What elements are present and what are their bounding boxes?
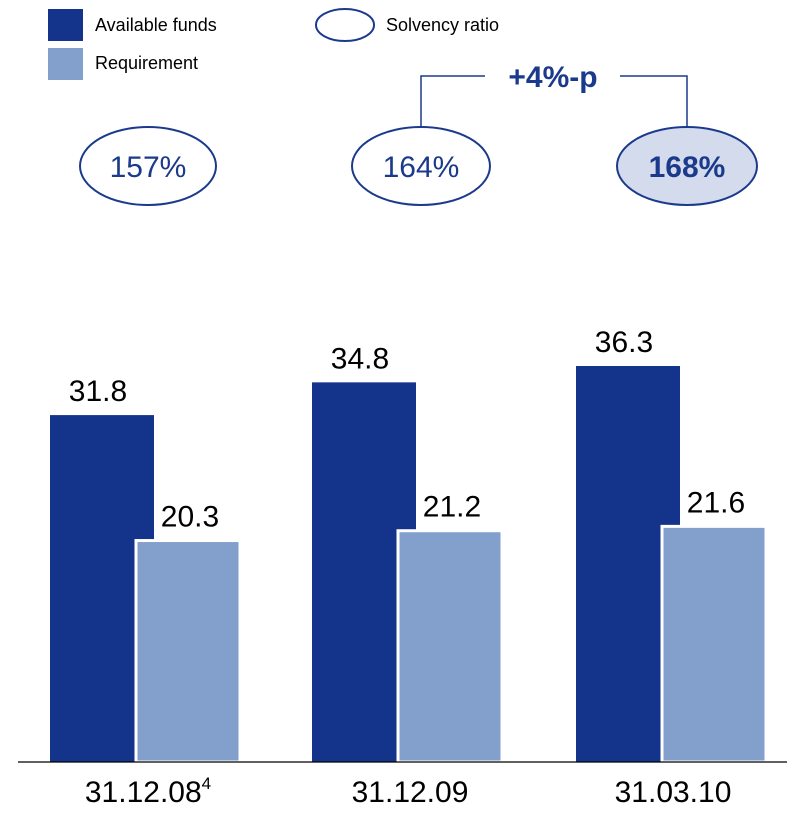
value-label-requirement-0: 20.3 [161,501,219,534]
category-label-2: 31.03.10 [615,776,732,809]
value-label-available-funds-0: 31.8 [69,375,127,408]
legend-label-solvency-ratio: Solvency ratio [386,15,499,35]
solvency-ratio-ellipse-0 [79,126,217,206]
value-label-requirement-1: 21.2 [423,491,481,524]
legend-label-requirement: Requirement [95,53,198,73]
bar-requirement-2 [660,524,768,764]
legend-swatch-available-funds [48,9,83,41]
legend-swatch-requirement [48,48,83,80]
legend: Available funds Requirement Solvency rat… [48,8,499,80]
legend-swatch-solvency-ratio [315,8,375,42]
category-labels: 31.12.084 31.12.09 31.03.10 [85,774,732,809]
solvency-ratio-label-2: 168% [649,151,726,184]
solvency-ratio-ellipse-1 [351,126,491,206]
solvency-ratio-label-0: 157% [110,151,187,184]
delta-bracket-right [620,75,688,127]
solvency-ratios: 157% 164% 168% [79,126,758,206]
delta-bracket-left [420,75,485,127]
bar-requirement-1 [396,529,504,764]
solvency-ratio-label-1: 164% [383,151,460,184]
category-label-0-text: 31.12.08 [85,776,202,809]
solvency-ratio-ellipse-2 [616,126,758,206]
bars [50,366,768,764]
value-label-available-funds-1: 34.8 [331,342,389,375]
value-label-available-funds-2: 36.3 [595,326,653,359]
bar-requirement-0 [134,539,242,764]
value-labels: 31.8 20.3 34.8 21.2 36.3 21.6 [69,326,745,534]
value-label-requirement-2: 21.6 [687,486,745,519]
category-label-1: 31.12.09 [352,776,469,809]
delta-label: +4%-p [508,61,597,94]
category-label-0: 31.12.084 [85,774,211,809]
category-label-0-superscript: 4 [202,774,211,793]
legend-label-available-funds: Available funds [95,15,217,35]
delta-annotation: +4%-p [420,61,688,127]
